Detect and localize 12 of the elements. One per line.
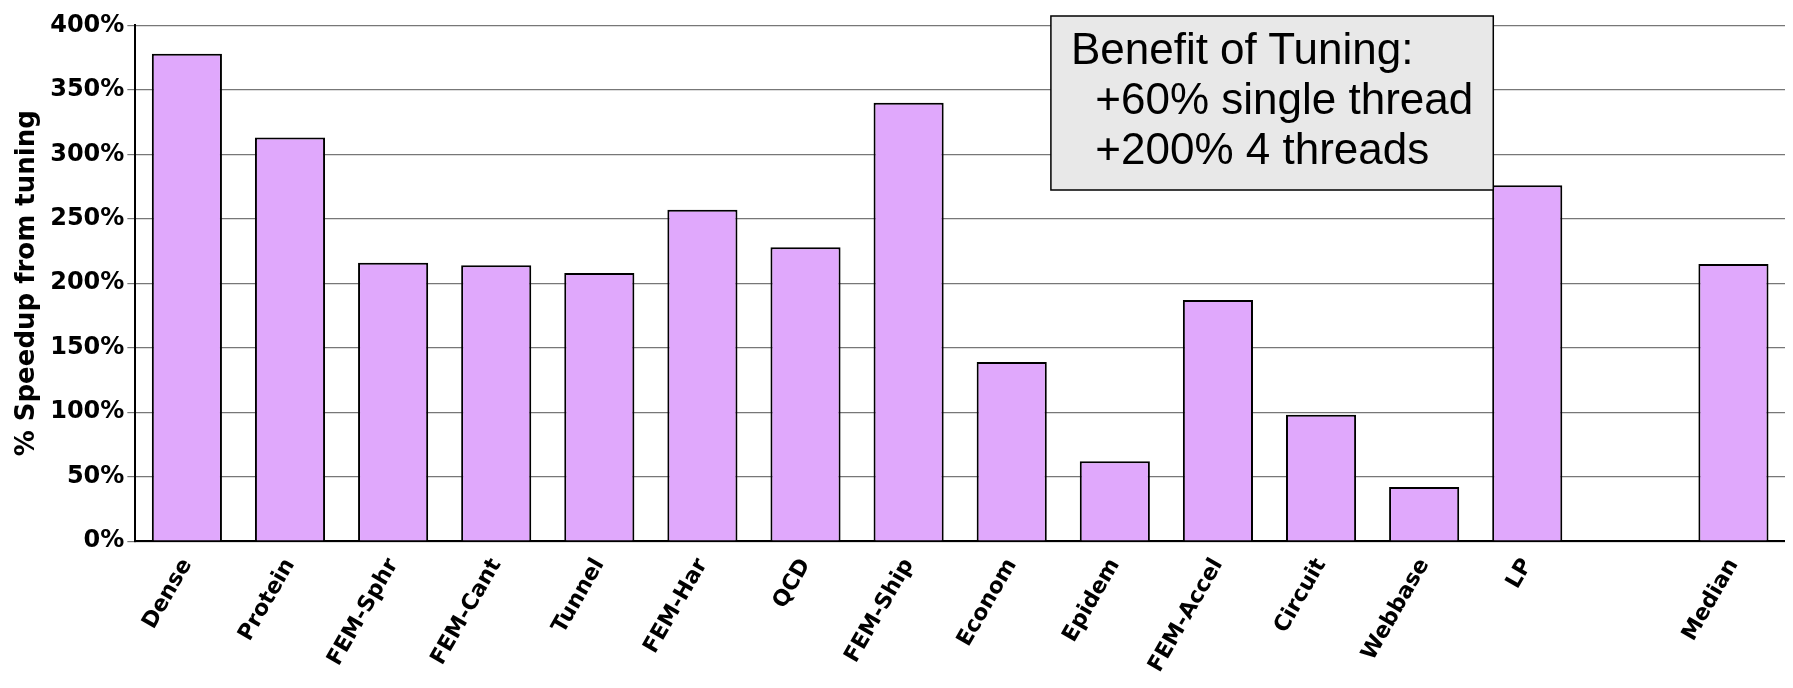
y-tick-label: 300% <box>50 138 125 167</box>
annotation: Benefit of Tuning: +60% single thread +200% 4 threads <box>1070 24 1474 174</box>
y-tick-label: 100% <box>50 396 125 425</box>
y-axis-title: % Speedup from tuning <box>10 110 41 457</box>
y-tick-label: 400% <box>50 9 125 38</box>
y-tick-label: 0% <box>83 525 125 554</box>
y-tick-label: 50% <box>66 460 125 489</box>
y-tick-label: 250% <box>50 203 125 232</box>
y-tick-label: 200% <box>50 267 125 296</box>
x-tick-label: LP <box>1499 553 1537 593</box>
y-tick-label: 150% <box>50 331 125 360</box>
y-tick-label: 350% <box>50 74 125 103</box>
